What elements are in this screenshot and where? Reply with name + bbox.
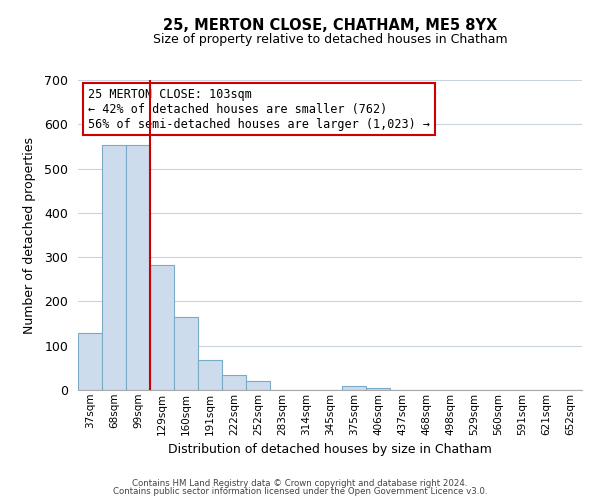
Bar [198,360,222,390]
Bar [150,264,174,390]
Bar [174,318,198,390]
Y-axis label: Number of detached properties: Number of detached properties [23,136,36,334]
Text: Contains public sector information licensed under the Open Government Licence v3: Contains public sector information licen… [113,487,487,496]
Text: Contains HM Land Registry data © Crown copyright and database right 2024.: Contains HM Land Registry data © Crown c… [132,478,468,488]
Bar [342,386,366,390]
Bar [102,144,126,390]
Text: 25 MERTON CLOSE: 103sqm
← 42% of detached houses are smaller (762)
56% of semi-d: 25 MERTON CLOSE: 103sqm ← 42% of detache… [88,88,430,130]
X-axis label: Distribution of detached houses by size in Chatham: Distribution of detached houses by size … [168,443,492,456]
Bar [222,376,246,390]
Text: Size of property relative to detached houses in Chatham: Size of property relative to detached ho… [152,32,508,46]
Bar [366,388,390,390]
Bar [78,334,102,390]
Bar [246,381,270,390]
Bar [126,144,150,390]
Text: 25, MERTON CLOSE, CHATHAM, ME5 8YX: 25, MERTON CLOSE, CHATHAM, ME5 8YX [163,18,497,32]
